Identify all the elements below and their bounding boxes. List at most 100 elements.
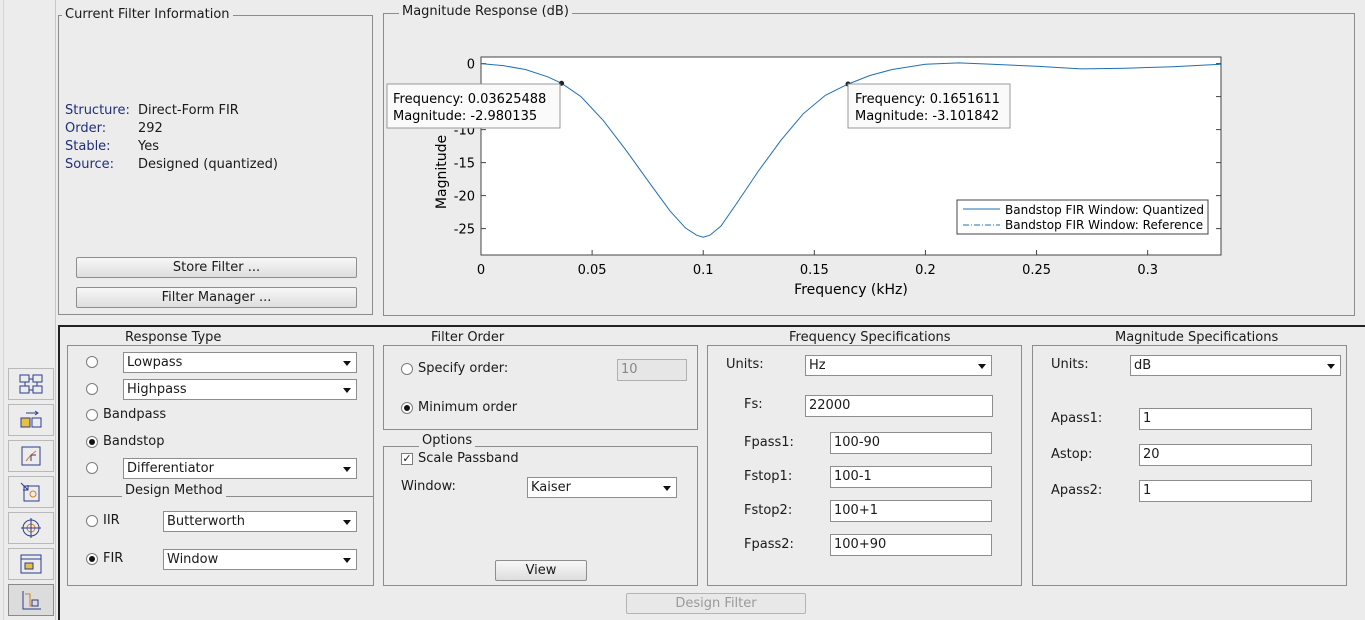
scale-passband-checkbox[interactable]: ✓	[401, 452, 413, 465]
chevron-down-icon	[343, 558, 351, 563]
toolbar-edge	[0, 0, 4, 620]
differentiator-dropdown[interactable]: Differentiator	[123, 458, 357, 479]
fpass2-input[interactable]: 100+90	[830, 534, 992, 556]
fir-label: FIR	[103, 551, 124, 566]
differentiator-dropdown-value: Differentiator	[127, 461, 214, 476]
lowpass-radio[interactable]	[86, 356, 98, 368]
specify-order-input[interactable]: 10	[617, 359, 687, 381]
chart-legend[interactable]: Bandstop FIR Window: Quantized Bandstop …	[956, 199, 1209, 235]
highpass-radio[interactable]	[86, 383, 98, 395]
section-divider-left	[58, 325, 60, 620]
y-tick-label: -15	[454, 157, 475, 172]
mag-units-dropdown[interactable]: dB	[1130, 355, 1341, 376]
filter-manager-button[interactable]: Filter Manager ...	[76, 287, 357, 308]
stable-label: Stable:	[65, 139, 111, 154]
stable-value: Yes	[138, 139, 159, 154]
x-tick-label: 0.25	[1022, 263, 1051, 278]
datatip-right-magnitude: Magnitude: -3.101842	[855, 109, 999, 124]
chevron-down-icon	[663, 486, 671, 491]
minimum-order-radio[interactable]	[401, 402, 413, 414]
iir-method-value: Butterworth	[167, 514, 245, 529]
iir-label: IIR	[103, 513, 120, 528]
mag-units-value: dB	[1134, 358, 1152, 373]
legend-entry-quantized: Bandstop FIR Window: Quantized	[1005, 203, 1204, 217]
astop-input[interactable]: 20	[1139, 444, 1312, 466]
datatip-left[interactable]: Frequency: 0.03625488 Magnitude: -2.9801…	[386, 83, 561, 129]
datatip-left-magnitude: Magnitude: -2.980135	[393, 109, 537, 124]
fir-radio[interactable]	[86, 553, 98, 565]
minimum-order-label: Minimum order	[418, 400, 518, 415]
response-type-panel	[67, 345, 374, 586]
y-tick-label: 0	[467, 58, 475, 73]
legend-entry-reference: Bandstop FIR Window: Reference	[1005, 218, 1203, 232]
x-tick-label: 0.1	[693, 263, 714, 278]
response-type-title: Response Type	[122, 330, 225, 345]
magnitude-response-title: Magnitude Response (dB)	[399, 4, 572, 19]
frequency-specs-title: Frequency Specifications	[786, 330, 954, 345]
apass2-input[interactable]: 1	[1139, 480, 1312, 502]
apass1-input[interactable]: 1	[1139, 408, 1312, 430]
pole-zero-button[interactable]	[8, 440, 54, 472]
design-filter-tool-button[interactable]	[8, 584, 54, 616]
fir-method-dropdown[interactable]: Window	[163, 549, 357, 570]
structure-label: Structure:	[65, 103, 130, 118]
left-toolbar	[0, 0, 56, 620]
x-tick-label: 0.2	[915, 263, 936, 278]
options-title: Options	[419, 433, 476, 448]
scale-passband-label: Scale Passband	[418, 451, 519, 466]
order-label: Order:	[65, 121, 107, 136]
highpass-dropdown[interactable]: Highpass	[123, 379, 357, 400]
design-filter-button[interactable]: Design Filter	[626, 593, 806, 614]
magnitude-chart[interactable]: 00.050.10.150.20.250.3 0-5-10-15-20-25 F…	[383, 26, 1355, 316]
freq-units-dropdown[interactable]: Hz	[805, 355, 992, 376]
fs-input[interactable]: 22000	[805, 395, 993, 417]
window-dropdown[interactable]: Kaiser	[527, 477, 677, 498]
highpass-dropdown-value: Highpass	[127, 382, 187, 397]
section-divider	[58, 325, 1365, 327]
bandpass-label: Bandpass	[103, 407, 167, 422]
y-tick-label: -25	[454, 223, 475, 238]
apass1-label: Apass1:	[1051, 411, 1103, 426]
chevron-down-icon	[978, 364, 986, 369]
x-tick-label: 0.15	[800, 263, 829, 278]
chevron-down-icon	[343, 388, 351, 393]
fpass2-label: Fpass2:	[744, 537, 794, 552]
bandpass-radio[interactable]	[86, 409, 98, 421]
magnitude-specs-panel	[1032, 345, 1347, 586]
series-quantized-line	[480, 62, 1222, 238]
target-button[interactable]	[8, 512, 54, 544]
frequency-specs-panel	[707, 345, 1022, 586]
differentiator-radio[interactable]	[86, 462, 98, 474]
view-button[interactable]: View	[495, 560, 587, 581]
fstop2-input[interactable]: 100+1	[830, 500, 992, 522]
filter-grid-button[interactable]	[8, 368, 54, 400]
transform-icon	[20, 410, 42, 428]
target-icon	[21, 518, 41, 538]
datatip-right-frequency: Frequency: 0.1651611	[855, 92, 1000, 107]
options-panel	[383, 446, 698, 586]
window-label: Window:	[401, 479, 456, 494]
order-value: 292	[138, 121, 163, 136]
store-filter-button[interactable]: Store Filter ...	[76, 257, 357, 278]
fpass1-input[interactable]: 100-90	[830, 432, 992, 454]
fs-label: Fs:	[744, 397, 763, 412]
freq-units-value: Hz	[809, 358, 826, 373]
x-tick-label: 0.05	[578, 263, 607, 278]
chevron-down-icon	[343, 520, 351, 525]
bandstop-radio[interactable]	[86, 436, 98, 448]
specify-order-radio[interactable]	[401, 363, 413, 375]
design-method-title: Design Method	[122, 483, 226, 498]
datatip-right[interactable]: Frequency: 0.1651611 Magnitude: -3.10184…	[847, 83, 1011, 129]
transform-button[interactable]	[8, 404, 54, 436]
realize-model-button[interactable]	[8, 548, 54, 580]
iir-method-dropdown[interactable]: Butterworth	[163, 511, 357, 532]
filter-order-title: Filter Order	[428, 330, 508, 345]
lowpass-dropdown[interactable]: Lowpass	[123, 352, 357, 373]
datatip-left-frequency: Frequency: 0.03625488	[393, 92, 546, 107]
filter-grid-icon	[19, 374, 43, 394]
realize-model-icon	[20, 554, 42, 574]
mag-units-label: Units:	[1051, 357, 1089, 372]
import-button[interactable]	[8, 476, 54, 508]
fstop1-input[interactable]: 100-1	[830, 466, 992, 488]
iir-radio[interactable]	[86, 515, 98, 527]
